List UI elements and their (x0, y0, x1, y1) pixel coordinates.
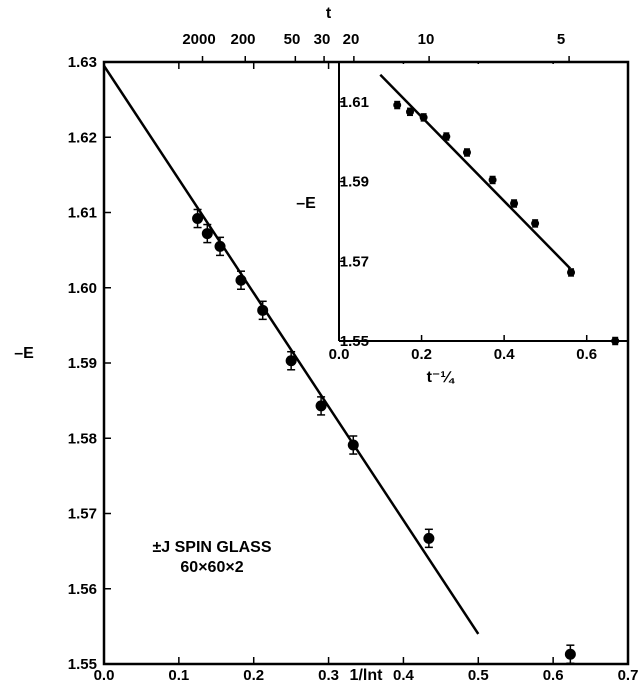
inset-point-marker (462, 148, 471, 157)
main-data-point (423, 528, 435, 549)
main-x-axis-label: 1/lnt (350, 667, 384, 683)
main-point-marker (285, 355, 297, 367)
inset-point-marker (442, 132, 451, 141)
inset-data-point (419, 113, 428, 122)
inset-point-marker (488, 175, 497, 184)
main-top-tick-label: 5 (557, 31, 565, 48)
main-data-point (315, 396, 327, 416)
inset-point-marker (611, 337, 620, 345)
inset-point-marker (510, 199, 519, 208)
main-x-tick-label: 0.6 (543, 667, 564, 683)
inset-chart: 0.0 0.2 0.4 0.6 1.55 1.57 1.59 1.61 t⁻¼ –E (296, 62, 628, 386)
main-data-point (347, 435, 359, 455)
inset-x-ticks: 0.0 0.2 0.4 0.6 (329, 335, 597, 363)
inset-background (339, 64, 626, 341)
inset-point-marker (567, 268, 576, 277)
main-x-tick-label: 0.3 (318, 667, 339, 683)
main-x-tick-label: 0.4 (393, 667, 415, 683)
main-x-tick-label: 0.2 (243, 667, 264, 683)
main-data-point (564, 644, 576, 664)
inset-x-tick-label: 0.0 (329, 346, 350, 363)
inset-points-group (393, 100, 620, 346)
main-data-point (285, 350, 297, 371)
main-point-marker (423, 532, 435, 544)
main-point-marker (201, 228, 213, 240)
main-x-tick-label: 0.0 (94, 667, 115, 683)
main-point-marker (214, 240, 226, 252)
main-top-tick-label: 20 (343, 31, 360, 48)
inset-x-tick-label: 0.4 (494, 346, 516, 363)
main-chart: 0.0 0.1 0.2 0.3 0.4 0.5 0.6 0.7 1.551.561.571.5… (14, 5, 638, 683)
main-data-point (201, 223, 213, 244)
main-x-tick-label: 0.5 (468, 667, 489, 683)
inset-data-point (442, 132, 451, 141)
main-data-point (235, 270, 247, 291)
main-data-point (192, 208, 204, 229)
main-top-tick-label: 2000 (182, 31, 215, 48)
inset-data-point (611, 336, 620, 346)
inset-x-tick-label: 0.2 (411, 346, 432, 363)
main-point-marker (235, 274, 247, 286)
inset-fit-line-group (379, 73, 572, 270)
main-point-marker (347, 439, 359, 451)
main-y-tick-label: 1.63 (68, 54, 97, 71)
inset-data-point (488, 175, 497, 185)
inset-y-axis-label: –E (296, 195, 316, 212)
main-top-ticks: 2000 200 50 30 20 10 5 (182, 31, 570, 62)
main-fit-line (102, 65, 480, 635)
main-data-point (214, 236, 226, 257)
inset-y-ticks: 1.55 1.57 1.59 1.61 (339, 94, 369, 350)
inset-x-axis-label: t⁻¼ (427, 369, 456, 386)
inset-data-point (406, 107, 415, 117)
main-y-tick-label: 1.61 (68, 205, 97, 222)
main-y-tick-label: 1.56 (68, 581, 97, 598)
inset-data-point (393, 100, 402, 110)
main-x-tick-label: 0.1 (168, 667, 189, 683)
inset-point-marker (419, 113, 428, 122)
inset-y-tick-label: 1.61 (340, 94, 369, 111)
inset-data-point (567, 268, 576, 277)
main-top-tick-label: 30 (314, 31, 331, 48)
main-x-tick-label: 0.7 (618, 667, 639, 683)
main-y-ticks: 1.55 1.56 1.57 1.58 1.59 1.60 1.61 1.62 1.63 (68, 54, 111, 673)
main-top-tick-label: 50 (284, 31, 301, 48)
main-y-tick-label: 1.60 (68, 280, 97, 297)
main-point-marker (315, 400, 327, 412)
inset-point-marker (531, 219, 540, 228)
inset-y-tick-label: 1.59 (340, 174, 369, 191)
main-y-axis-label: –E (14, 345, 34, 362)
main-top-axis-label: t (326, 5, 332, 22)
main-y-tick-label: 1.58 (68, 430, 97, 447)
main-y-tick-label: 1.62 (68, 129, 97, 146)
main-top-tick-label: 200 (230, 31, 255, 48)
inset-fit-line (379, 73, 572, 270)
annotation-line-1: ±J SPIN GLASS (152, 539, 271, 556)
main-point-marker (257, 304, 269, 316)
main-fit-line-group (102, 65, 480, 635)
main-points-group (192, 208, 576, 664)
main-point-marker (564, 648, 576, 660)
main-data-point (257, 300, 269, 321)
main-top-tick-label: 10 (418, 31, 435, 48)
main-y-tick-label: 1.55 (68, 656, 97, 673)
main-x-ticks: 0.0 0.1 0.2 0.3 0.4 0.5 0.6 0.7 (94, 62, 639, 683)
inset-y-tick-label: 1.57 (340, 253, 369, 270)
inset-data-point (531, 219, 540, 228)
inset-point-marker (406, 107, 415, 116)
main-y-tick-label: 1.59 (68, 355, 97, 372)
inset-data-point (510, 199, 519, 208)
annotation-line-2: 60×60×2 (180, 559, 243, 576)
inset-data-point (462, 148, 471, 157)
inset-y-tick-label: 1.55 (340, 333, 369, 350)
inset-point-marker (393, 101, 402, 110)
main-y-tick-label: 1.57 (68, 506, 97, 523)
main-point-marker (192, 213, 204, 225)
inset-x-tick-label: 0.6 (576, 346, 597, 363)
